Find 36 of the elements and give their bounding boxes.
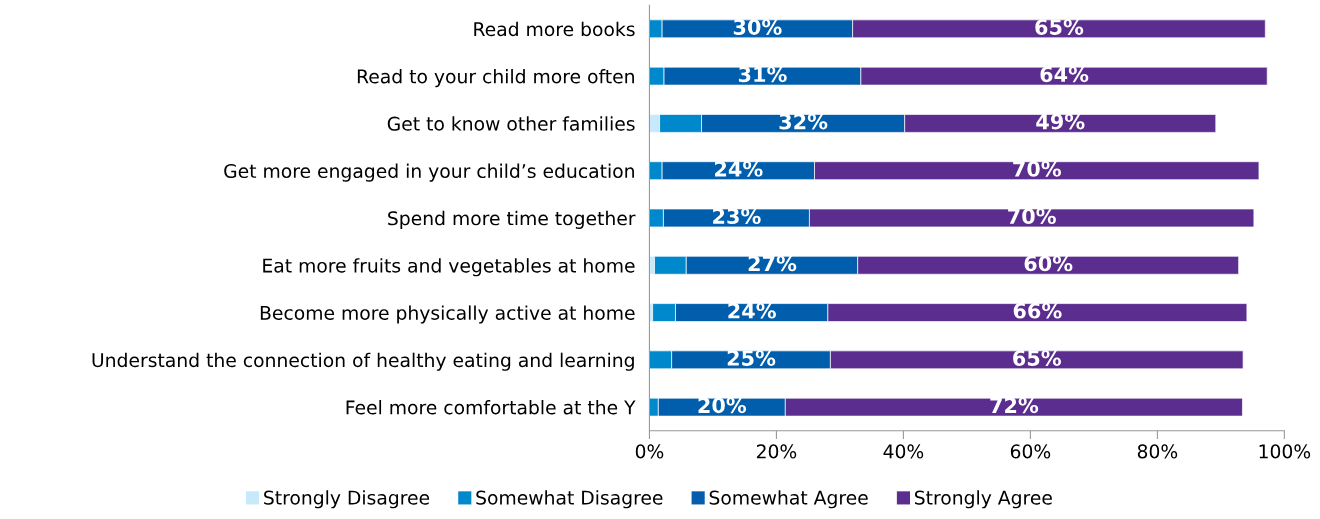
y-tick-label: Eat more fruits and vegetables at home [263, 258, 635, 277]
data-label: 25% [727, 350, 776, 366]
y-tick-label: Read more books [474, 21, 635, 37]
data-label: 49% [1036, 113, 1085, 130]
data-label: 70% [1013, 160, 1062, 177]
data-label: 60% [1024, 255, 1073, 272]
data-label: 27% [748, 255, 797, 272]
data-label: 66% [1013, 302, 1062, 319]
x-tick-label: 100% [1259, 444, 1311, 459]
legend-label: Somewhat Disagree [476, 490, 663, 509]
legend-label: Strongly Disagree [264, 490, 430, 509]
data-label: 24% [715, 160, 763, 177]
y-tick-label: Become more physically active at home [260, 305, 635, 324]
data-label: 23% [713, 208, 761, 225]
x-tick-label: 20% [756, 444, 797, 459]
data-label: 31% [738, 66, 787, 83]
x-tick-label: 60% [1010, 444, 1051, 459]
y-tick-label: Understand the connection of healthy eating and learning [92, 352, 634, 371]
legend-label: Strongly Agree [914, 490, 1052, 509]
x-tick-label: 40% [883, 444, 924, 459]
data-label: 24% [728, 302, 776, 319]
legend-label: Somewhat Agree [709, 490, 868, 509]
data-label: 32% [779, 113, 828, 130]
data-label: 72% [990, 397, 1039, 414]
x-tick-label: 80% [1137, 444, 1178, 459]
y-tick-label: Get to know other families [387, 116, 635, 131]
data-label: 30% [733, 19, 782, 35]
data-label: 65% [1035, 19, 1084, 35]
data-label: 65% [1013, 350, 1062, 366]
data-label: 20% [698, 397, 747, 414]
y-tick-label: Get more engaged in your child’s education [224, 163, 634, 182]
y-tick-label: Feel more comfortable at the Y [346, 400, 636, 415]
x-tick-label: 0% [635, 444, 664, 459]
y-tick-label: Read to your child more often [357, 69, 634, 88]
data-label: 64% [1040, 66, 1089, 83]
y-tick-label: Spend more time together [388, 210, 636, 229]
